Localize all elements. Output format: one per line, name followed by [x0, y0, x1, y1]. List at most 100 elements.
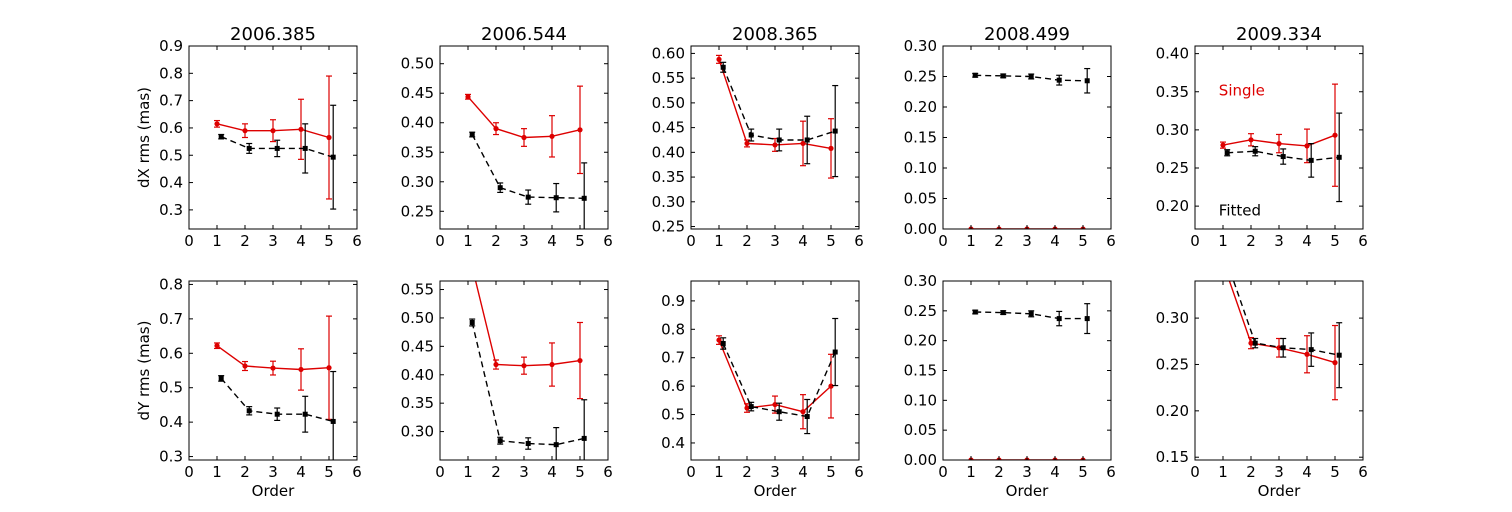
- subplot-title: 2006.544: [481, 24, 567, 45]
- x-axis-label: Order: [252, 482, 295, 500]
- data-point: [1056, 316, 1062, 322]
- subplot-1: 0 1 2 3 4 5 6 0.3 0.4 0.5 0.6 0.7 0.8 0.9 2006.385 dX r…: [135, 24, 362, 250]
- subplot-2: 0 1 2 3 4 5 6 0.25 0.30 0.35 0.40 0.45 0.50 2006.544: [401, 24, 613, 250]
- x-tick-label: 2: [994, 463, 1004, 481]
- data-point: [1220, 260, 1225, 265]
- y-tick-label: 0.30: [1156, 309, 1189, 327]
- y-tick-label: 0.30: [904, 272, 937, 290]
- series-fitted: [1232, 281, 1343, 389]
- y-tick-label: 0.35: [1156, 83, 1189, 101]
- data-point: [469, 319, 475, 325]
- x-tick-label: 5: [575, 232, 585, 250]
- x-tick-label: 3: [770, 232, 780, 250]
- x-tick-label: 0: [184, 463, 194, 481]
- data-point: [744, 405, 750, 411]
- y-tick-label: 0.30: [904, 37, 937, 55]
- data-point: [1220, 142, 1226, 148]
- data-point: [716, 56, 722, 62]
- data-point: [748, 132, 754, 138]
- data-point: [1308, 157, 1314, 163]
- x-tick-label: 1: [1218, 463, 1228, 481]
- series-single: [214, 315, 332, 420]
- data-point: [549, 133, 555, 139]
- series-line: [471, 134, 585, 199]
- data-point: [218, 375, 224, 381]
- plot-area: [968, 303, 1091, 460]
- x-tick-label: 4: [1050, 232, 1060, 250]
- data-point: [720, 64, 726, 70]
- data-point: [326, 134, 332, 141]
- series-single: [1220, 83, 1338, 187]
- y-tick-label: 0.45: [401, 84, 434, 102]
- x-tick-label: 0: [1190, 463, 1200, 481]
- data-point: [274, 145, 280, 151]
- x-tick-label: 1: [212, 463, 222, 481]
- series-fitted: [218, 104, 337, 210]
- data-point: [1248, 340, 1254, 346]
- y-tick-label: 0.05: [904, 421, 937, 439]
- y-tick-label: 0.40: [401, 114, 434, 132]
- axes-frame: [690, 45, 860, 230]
- y-tick-label: 0.8: [661, 320, 685, 338]
- series-single: [1220, 260, 1338, 401]
- data-point: [242, 363, 248, 369]
- x-tick-label: 3: [1274, 232, 1284, 250]
- y-tick-label: 0.05: [904, 190, 937, 208]
- y-tick-label: 0.20: [904, 332, 937, 350]
- y-tick-label: 0.8: [159, 275, 183, 293]
- plot-area: [214, 75, 337, 210]
- data-point: [828, 383, 834, 389]
- x-tick-label: 0: [938, 232, 948, 250]
- x-tick-label: 0: [1190, 232, 1200, 250]
- x-tick-label: 0: [686, 232, 696, 250]
- data-point: [1336, 154, 1342, 160]
- y-tick-label: 0.50: [401, 309, 434, 327]
- axes-frame: [1194, 280, 1364, 461]
- data-point: [274, 411, 280, 417]
- x-axis-label: Order: [754, 482, 797, 500]
- series-fitted: [972, 67, 1091, 94]
- x-tick-label: 4: [798, 232, 808, 250]
- data-point: [553, 195, 559, 201]
- series-fitted: [218, 370, 337, 460]
- data-point: [1028, 311, 1034, 317]
- y-tick-label: 0.40: [1156, 45, 1189, 63]
- data-point: [804, 414, 810, 420]
- x-tick-label: 2: [1246, 463, 1256, 481]
- x-tick-label: 5: [826, 232, 836, 250]
- y-tick-label: 0.4: [661, 434, 685, 452]
- data-point: [1280, 154, 1286, 160]
- y-tick-label: 0.5: [661, 406, 685, 424]
- y-tick-label: 0.60: [652, 44, 685, 62]
- subplot-3: 0 1 2 3 4 5 6 0.25 0.30 0.35 0.40 0.45 0.50 0.55 0.60 2…: [652, 24, 864, 250]
- plot-area: [968, 67, 1091, 229]
- x-tick-label: 2: [491, 463, 501, 481]
- x-tick-label: 6: [854, 463, 864, 481]
- y-tick-label: 0.20: [1156, 402, 1189, 420]
- series-line: [975, 74, 1088, 82]
- x-tick-label: 5: [826, 463, 836, 481]
- data-point: [1056, 77, 1062, 83]
- data-point: [1000, 73, 1006, 79]
- data-point: [1248, 137, 1254, 143]
- data-point: [242, 128, 248, 134]
- data-point: [1332, 132, 1338, 138]
- x-tick-label: 3: [1274, 463, 1284, 481]
- x-tick-label: 3: [770, 463, 780, 481]
- data-point: [772, 142, 778, 148]
- data-point: [270, 128, 276, 134]
- x-tick-label: 5: [1330, 232, 1340, 250]
- x-tick-label: 0: [184, 232, 194, 250]
- data-point: [298, 366, 304, 373]
- x-tick-label: 0: [686, 463, 696, 481]
- data-point: [465, 94, 471, 100]
- data-point: [521, 134, 527, 141]
- x-tick-label: 6: [1358, 232, 1368, 250]
- x-tick-label: 6: [603, 463, 613, 481]
- x-tick-label: 5: [575, 463, 585, 481]
- data-point: [776, 137, 782, 143]
- x-tick-label: 0: [938, 463, 948, 481]
- data-point: [214, 343, 220, 349]
- y-tick-label: 0.15: [904, 129, 937, 147]
- y-tick-label: 0.15: [904, 362, 937, 380]
